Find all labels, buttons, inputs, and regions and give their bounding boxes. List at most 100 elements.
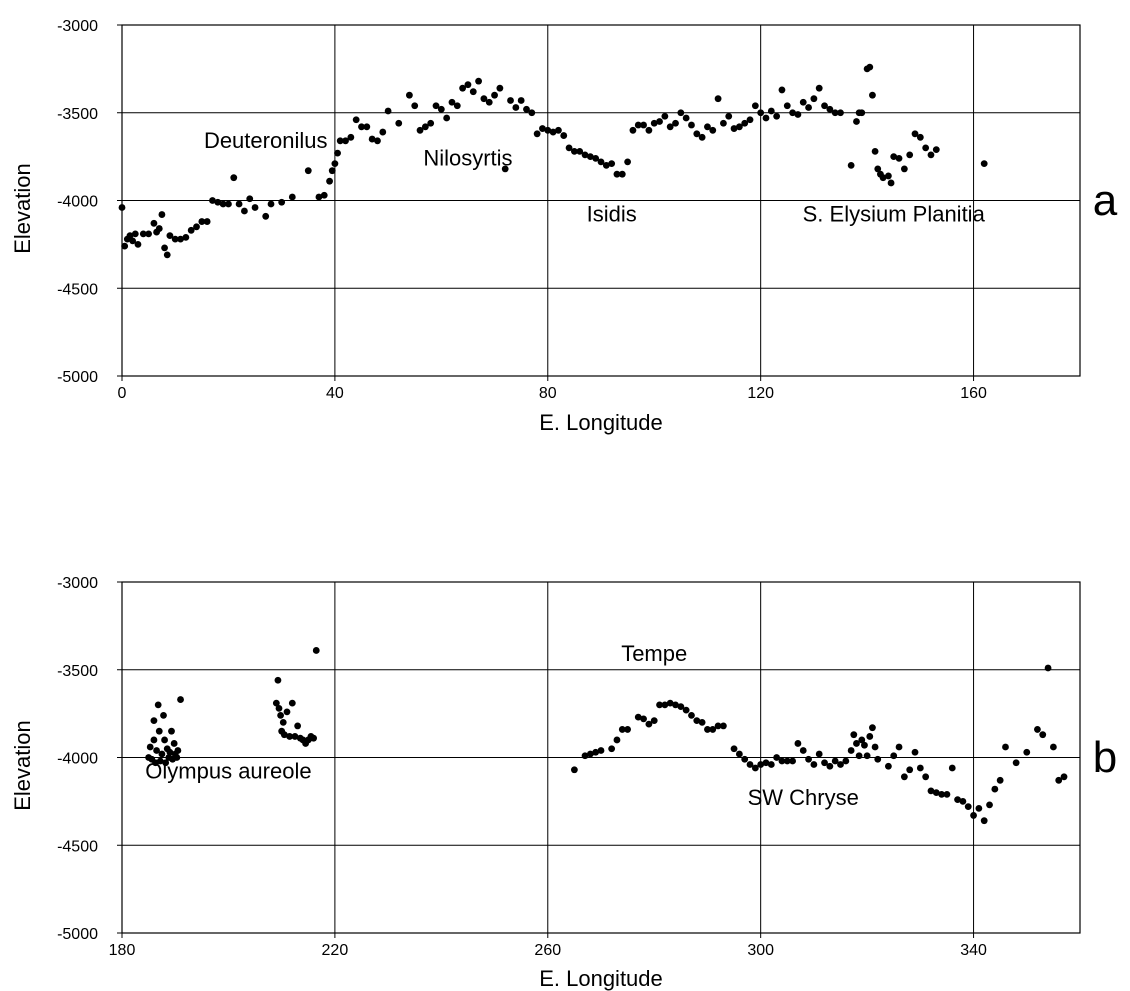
data-point <box>783 102 791 110</box>
data-point <box>166 232 174 240</box>
data-point <box>453 102 461 110</box>
region-annotation: Olympus aureole <box>145 759 311 784</box>
y-tick-label: -3000 <box>57 18 98 35</box>
data-point <box>565 144 573 152</box>
data-point <box>656 701 663 709</box>
data-point <box>163 251 171 259</box>
data-point <box>927 151 935 159</box>
data-point <box>334 149 341 157</box>
data-point <box>741 119 749 127</box>
data-point <box>523 105 530 113</box>
data-point <box>150 717 158 725</box>
data-point <box>291 733 299 740</box>
data-point <box>805 755 812 763</box>
data-point <box>416 126 424 134</box>
data-point <box>794 111 802 118</box>
data-point <box>932 146 940 154</box>
data-point <box>581 151 589 159</box>
data-point <box>831 109 839 117</box>
data-point <box>709 126 717 134</box>
data-point <box>890 153 898 161</box>
data-point <box>853 740 860 747</box>
data-point <box>650 717 658 725</box>
data-point <box>885 762 892 770</box>
data-point <box>512 104 520 111</box>
data-point <box>677 703 685 711</box>
data-point <box>485 98 493 106</box>
data-point <box>214 198 222 206</box>
y-tick-label: -4500 <box>57 838 98 855</box>
data-point <box>326 177 333 185</box>
data-point <box>203 218 211 225</box>
data-point <box>576 147 584 155</box>
data-point <box>778 757 786 765</box>
data-point <box>421 123 429 131</box>
data-point <box>288 193 296 201</box>
data-point <box>799 747 807 754</box>
data-point <box>911 748 919 756</box>
data-point <box>170 740 178 747</box>
data-point <box>656 118 663 125</box>
x-tick-label: 300 <box>747 942 774 959</box>
data-point <box>246 195 254 203</box>
data-point <box>762 759 770 767</box>
data-point <box>866 733 874 740</box>
data-point <box>262 212 270 220</box>
data-point <box>379 128 387 136</box>
data-point <box>757 109 765 117</box>
x-tick-label: 120 <box>747 385 774 402</box>
data-point <box>602 162 610 169</box>
data-point <box>975 804 983 812</box>
data-point <box>608 160 616 168</box>
data-point <box>443 114 451 122</box>
data-point <box>597 747 605 754</box>
data-point <box>938 790 946 798</box>
data-point <box>831 757 839 765</box>
data-point <box>704 726 711 733</box>
data-point <box>805 104 812 111</box>
data-point <box>274 676 282 684</box>
data-point <box>661 701 669 709</box>
data-point <box>1060 773 1068 781</box>
data-point <box>336 137 344 145</box>
data-point <box>320 191 328 199</box>
data-point <box>1055 776 1063 784</box>
data-point <box>991 785 999 793</box>
y-tick-label: -3500 <box>57 106 98 123</box>
x-tick-label: 80 <box>539 385 557 402</box>
data-point <box>900 165 908 173</box>
data-point <box>544 126 552 134</box>
y-axis-label: Elevation <box>10 163 35 254</box>
data-point <box>592 154 600 162</box>
region-annotation: Isidis <box>587 202 637 227</box>
x-axis-label: E. Longitude <box>539 966 663 991</box>
data-point <box>347 133 355 141</box>
data-point <box>767 761 775 768</box>
data-point <box>640 715 647 723</box>
y-tick-label: -4000 <box>57 194 98 211</box>
data-point <box>709 726 717 733</box>
data-point <box>714 722 722 730</box>
x-tick-label: 160 <box>960 385 987 402</box>
data-point <box>887 179 895 187</box>
data-point <box>342 137 349 145</box>
data-point <box>491 91 498 99</box>
data-point <box>496 84 504 92</box>
data-point <box>932 789 940 796</box>
data-point <box>698 133 706 141</box>
data-point <box>406 91 413 99</box>
data-point <box>549 128 557 136</box>
data-point <box>735 123 743 131</box>
data-point <box>837 109 844 117</box>
data-point <box>666 699 674 707</box>
data-point <box>331 160 339 168</box>
data-point <box>850 731 858 739</box>
y-tick-label: -3000 <box>57 575 98 592</box>
data-point <box>986 801 993 809</box>
data-point <box>597 158 605 166</box>
data-point <box>150 736 158 744</box>
data-point <box>741 755 749 763</box>
data-point <box>778 86 786 94</box>
data-point <box>459 84 467 92</box>
x-tick-label: 0 <box>118 385 127 402</box>
